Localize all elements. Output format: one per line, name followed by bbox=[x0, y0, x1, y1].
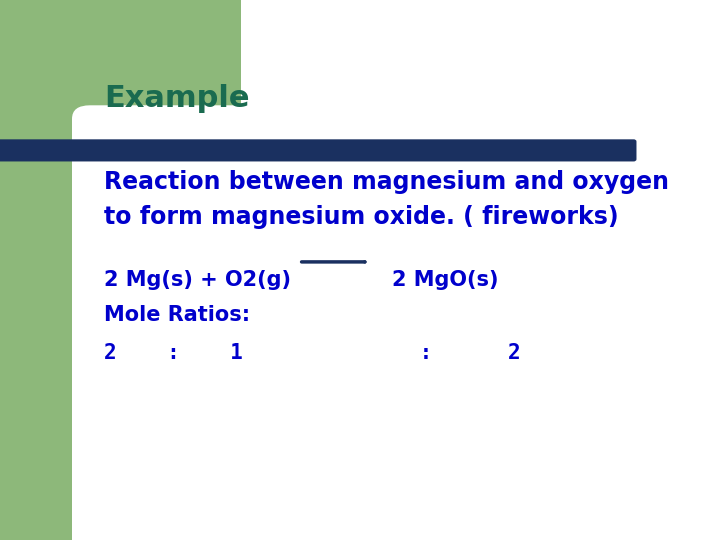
FancyBboxPatch shape bbox=[72, 105, 720, 540]
Text: Mole Ratios:: Mole Ratios: bbox=[104, 305, 251, 325]
Text: to form magnesium oxide. ( fireworks): to form magnesium oxide. ( fireworks) bbox=[104, 205, 619, 229]
Text: 2    :    1              :      2: 2 : 1 : 2 bbox=[104, 343, 521, 363]
FancyBboxPatch shape bbox=[0, 139, 636, 161]
Text: Reaction between magnesium and oxygen: Reaction between magnesium and oxygen bbox=[104, 170, 670, 194]
Bar bbox=[90, 0, 241, 140]
Text: 2 Mg(s) + O2(g): 2 Mg(s) + O2(g) bbox=[104, 270, 292, 290]
Bar bbox=[0, 0, 90, 540]
Text: Example: Example bbox=[104, 84, 250, 113]
Text: 2 MgO(s): 2 MgO(s) bbox=[392, 270, 499, 290]
